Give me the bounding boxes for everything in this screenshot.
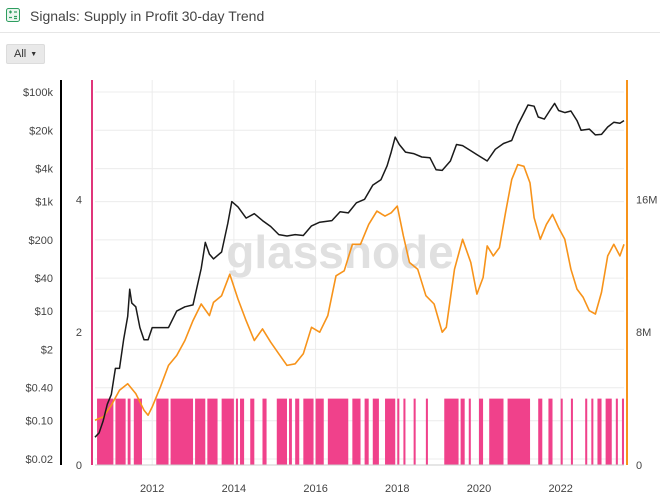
signal-bar	[605, 398, 612, 465]
supply-line	[94, 163, 625, 421]
signal-bar	[460, 398, 465, 465]
signal-bars	[97, 398, 624, 465]
signal-bar	[295, 398, 300, 465]
signal-tick-label: 0	[76, 460, 82, 472]
price-tick-label: $0.40	[25, 383, 53, 395]
chevron-down-icon: ▼	[30, 51, 38, 58]
price-tick-label: $0.02	[25, 454, 53, 466]
signal-bar	[413, 398, 416, 465]
signal-bar	[570, 398, 573, 465]
price-tick-label: $0.10	[25, 416, 53, 428]
range-select-label: All	[14, 48, 27, 60]
signal-bar	[303, 398, 314, 465]
price-tick-label: $40	[35, 273, 53, 285]
axes	[60, 80, 628, 466]
signal-bar	[548, 398, 553, 465]
signal-bar	[425, 398, 428, 465]
signal-bar	[352, 398, 361, 465]
signal-bar	[127, 398, 131, 465]
range-select[interactable]: All ▼	[6, 44, 46, 64]
signal-bar	[235, 398, 238, 465]
signal-bar	[560, 398, 563, 465]
signals-icon	[6, 8, 20, 22]
signal-bar	[97, 398, 114, 465]
x-tick-label: 2018	[385, 483, 409, 495]
signal-bar	[195, 398, 206, 465]
supply-tick-label: 8M	[636, 327, 651, 339]
signal-bar	[250, 398, 255, 465]
signal-bar	[364, 398, 369, 465]
signal-bar	[621, 398, 624, 465]
signal-bar	[276, 398, 287, 465]
price-tick-label: $2	[41, 344, 53, 356]
signal-bar	[240, 398, 245, 465]
supply-tick-label: 0	[636, 460, 642, 472]
signal-bar	[327, 398, 349, 465]
x-tick-label: 2022	[548, 483, 572, 495]
signal-bar	[385, 398, 396, 465]
x-tick-label: 2016	[303, 483, 327, 495]
supply-tick-label: 16M	[636, 194, 657, 206]
signal-bar	[372, 398, 379, 465]
signal-bar	[221, 398, 234, 465]
x-tick-label: 2012	[140, 483, 164, 495]
x-tick-label: 2014	[222, 483, 246, 495]
signal-bar	[397, 398, 400, 465]
signal-bar	[507, 398, 531, 465]
signal-bar	[133, 398, 142, 465]
signal-bar	[444, 398, 459, 465]
x-tick-label: 2020	[467, 483, 491, 495]
signal-bar	[115, 398, 126, 465]
signal-bar	[538, 398, 543, 465]
price-tick-label: $100k	[23, 87, 53, 99]
signal-tick-label: 2	[76, 327, 82, 339]
signal-bar	[478, 398, 484, 465]
price-tick-label: $20k	[29, 125, 53, 137]
signal-bar	[489, 398, 504, 465]
signal-bar	[315, 398, 324, 465]
price-tick-label: $10	[35, 306, 53, 318]
tick-labels: $100k $20k $4k $1k $200 $40 $10 $2 $0.40 $0.10 $0.…	[23, 87, 657, 495]
price-tick-label: $200	[29, 235, 53, 247]
watermark: glassnode	[226, 226, 454, 278]
signal-bar	[597, 398, 602, 465]
signal-bar	[170, 398, 194, 465]
price-tick-label: $1k	[35, 197, 53, 209]
signal-bar	[156, 398, 169, 465]
page-header: Signals: Supply in Profit 30-day Trend	[0, 0, 660, 33]
signal-bar	[403, 398, 406, 465]
signal-bar	[591, 398, 594, 465]
page-title: Signals: Supply in Profit 30-day Trend	[30, 8, 265, 24]
signal-bar	[468, 398, 471, 465]
price-tick-label: $4k	[35, 164, 53, 176]
signal-bar	[207, 398, 218, 465]
signal-bar	[289, 398, 292, 465]
price-line	[94, 102, 625, 438]
signal-bar	[262, 398, 267, 465]
signal-bar	[615, 398, 618, 465]
signal-bar	[585, 398, 588, 465]
signal-tick-label: 4	[76, 194, 82, 206]
